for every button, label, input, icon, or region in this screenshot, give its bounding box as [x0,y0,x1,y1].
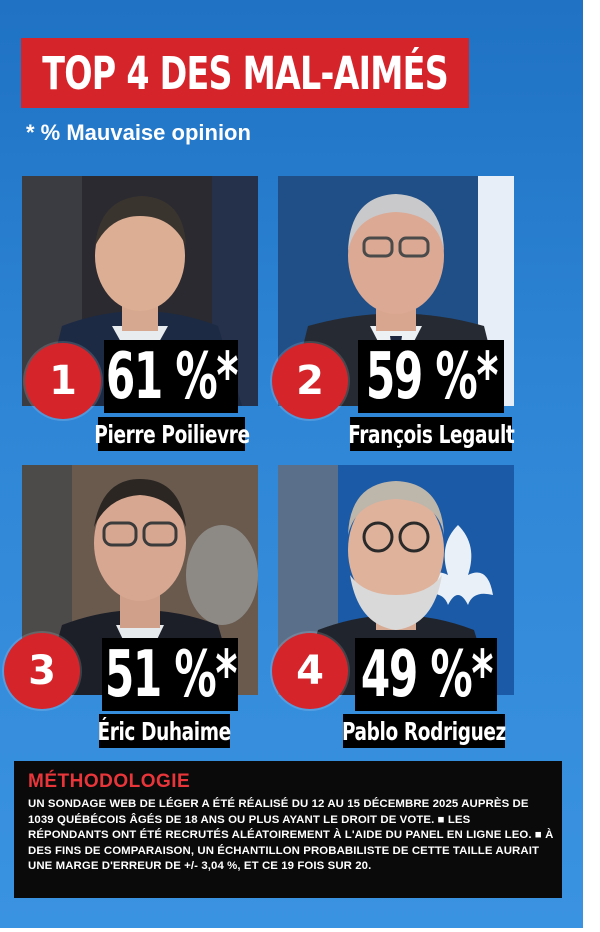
rank-badge-3: 3 [4,633,80,709]
methodology-text: UN SONDAGE WEB DE LÉGER A ÉTÉ RÉALISÉ DU… [28,798,554,872]
percent-label-3: 51 %* [102,637,238,712]
rank-badge-2: 2 [272,343,348,419]
percent-label-1: 61 %* [104,339,238,414]
rank-badge-4: 4 [272,633,348,709]
rank-badge-1: 1 [25,343,101,419]
methodology-title: MÉTHODOLOGIE [28,771,191,792]
person-name-4: Pablo Rodriguez [341,716,507,746]
percent-value-4: 49 %* [360,637,493,712]
subtitle: * % Mauvaise opinion [26,120,251,145]
percent-label-2: 59 %* [358,339,504,414]
infographic-card: TOP 4 DES MAL-AIMÉS * % Mauvaise opinion… [0,0,583,928]
page-title: TOP 4 DES MAL-AIMÉS [42,46,448,100]
name-label-2: François Legault [347,417,515,451]
methodology-box: MÉTHODOLOGIE UN SONDAGE WEB DE LÉGER A É… [14,761,562,898]
percent-value-2: 59 %* [365,339,498,414]
person-name-1: Pierre Poilievre [93,419,250,449]
percent-value-3: 51 %* [104,637,237,712]
name-label-1: Pierre Poilievre [94,417,250,451]
percent-value-1: 61 %* [105,339,238,414]
percent-label-4: 49 %* [355,637,497,712]
title-banner: TOP 4 DES MAL-AIMÉS [21,38,469,108]
name-label-3: Éric Duhaime [97,714,232,748]
person-name-3: Éric Duhaime [97,716,232,746]
person-name-2: François Legault [347,419,515,449]
name-label-4: Pablo Rodriguez [341,714,507,748]
